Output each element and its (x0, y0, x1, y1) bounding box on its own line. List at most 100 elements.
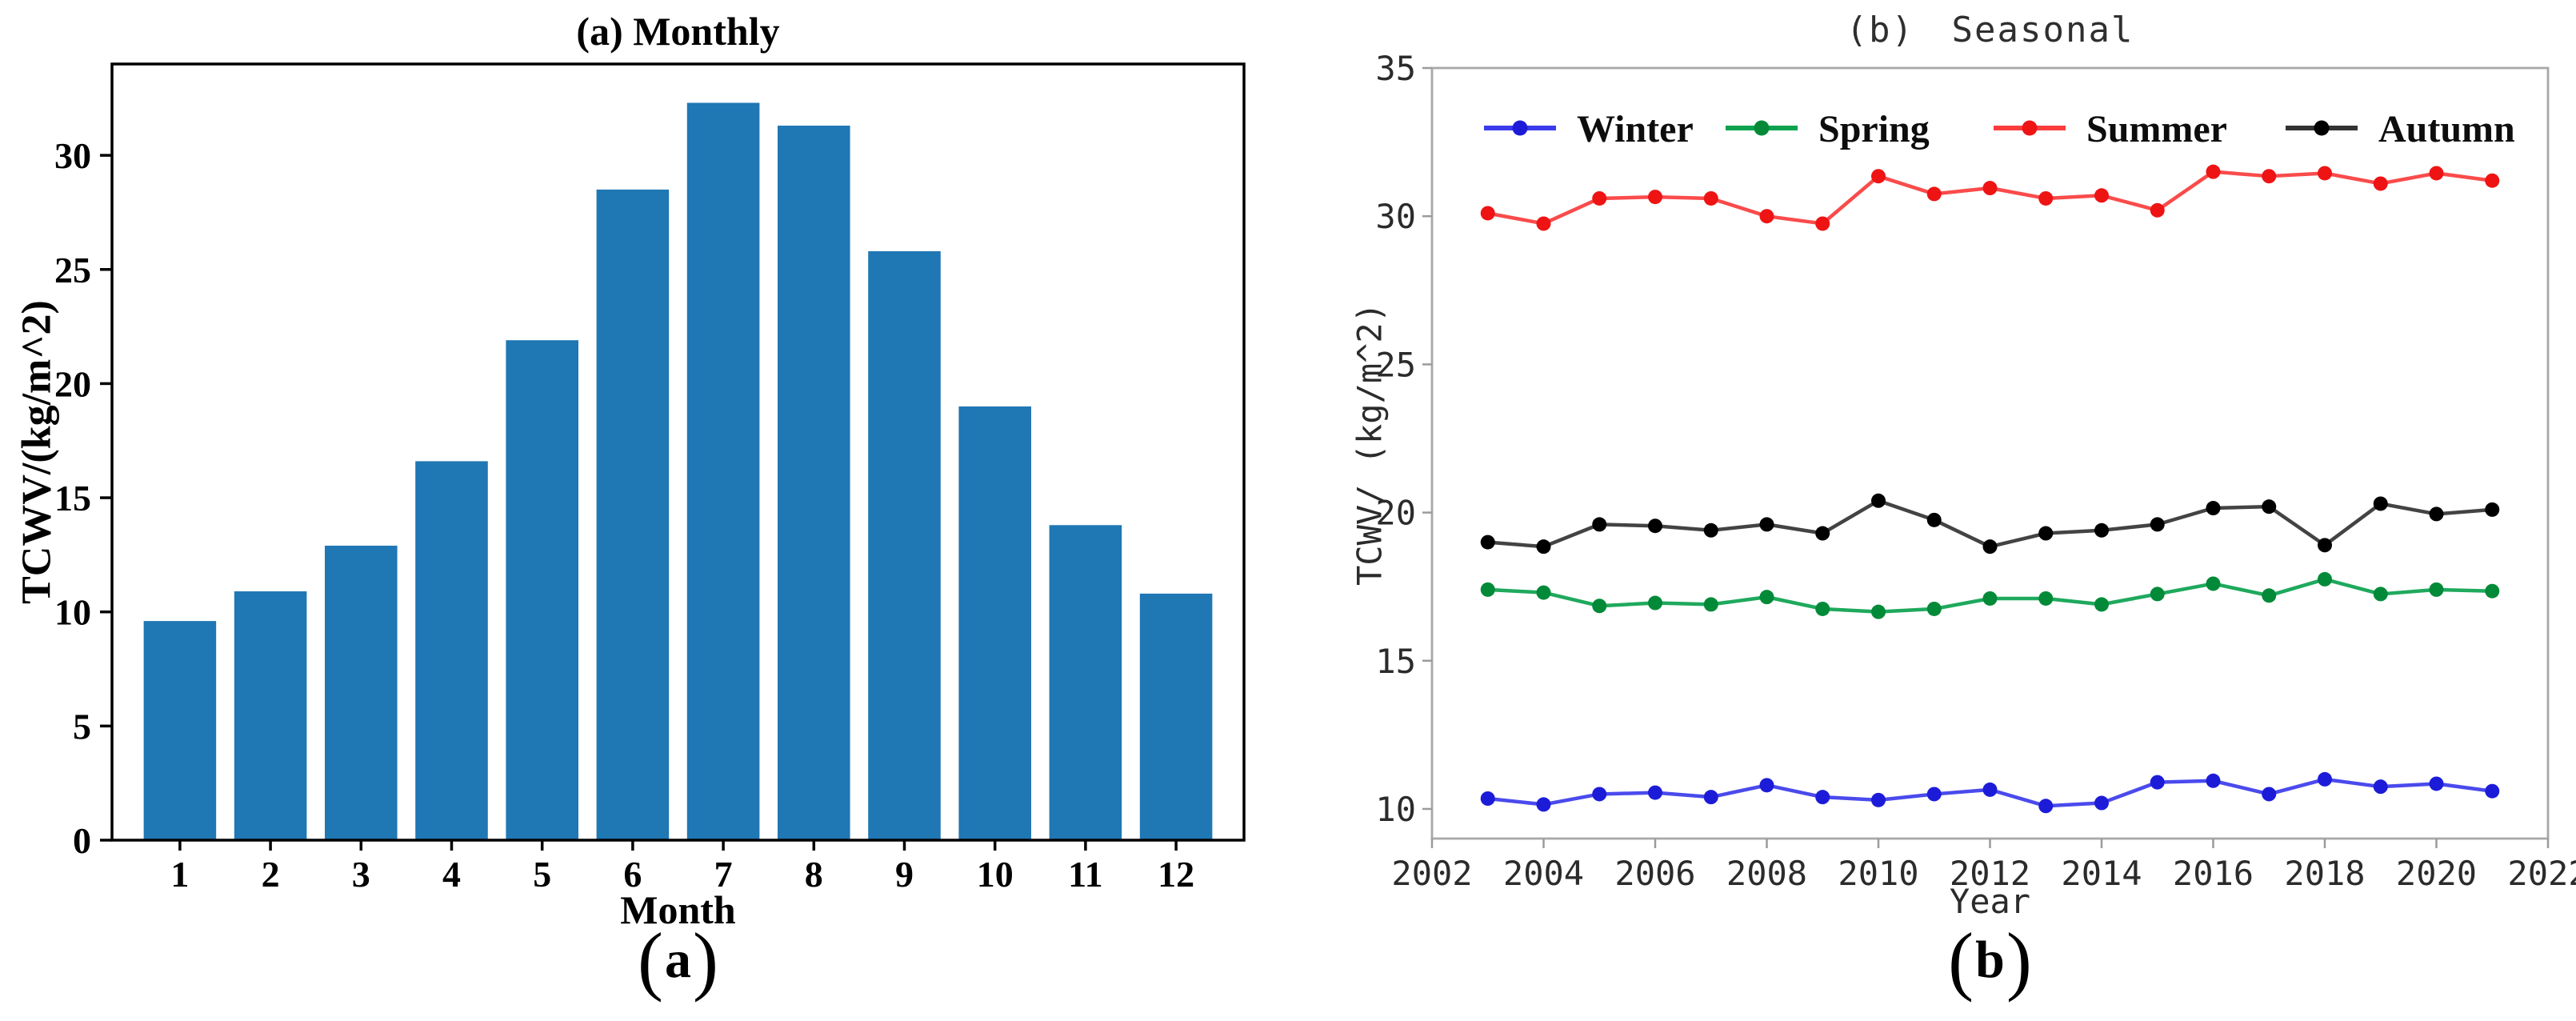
bar-month-5 (506, 340, 578, 840)
autumn-marker-2010 (1871, 493, 1886, 508)
summer-marker-2016 (2206, 164, 2221, 179)
panel-a-x-tick-label: 3 (352, 854, 370, 895)
panel-b-x-tick-label: 2016 (2173, 854, 2254, 893)
legend-label-autumn: Autumn (2378, 108, 2515, 150)
panel-a-x-tick-label: 4 (442, 854, 461, 895)
summer-marker-2011 (1926, 186, 1942, 202)
panel-b-y-axis-label: TCWV/ (kg/m^2) (1350, 302, 1390, 587)
panel-a-y-axis-label: TCWV/(kg/m^2) (14, 300, 60, 604)
panel-a-y-tick-label: 25 (54, 250, 91, 290)
bar-month-1 (143, 621, 217, 840)
panel-a-y-tick-label: 30 (54, 135, 91, 176)
caption-b-letter: b (1975, 931, 2005, 989)
winter-marker-2007 (1703, 790, 1718, 805)
panel-b-x-tick-label: 2006 (1614, 854, 1695, 893)
spring-marker-2017 (2262, 588, 2277, 603)
panel-b-y-tick-label: 15 (1375, 642, 1416, 681)
panel-b-x-tick-label: 2004 (1503, 854, 1584, 893)
bar-month-11 (1049, 525, 1122, 840)
panel-b-x-tick-label: 2002 (1391, 854, 1472, 893)
panel-a-y-tick-label: 0 (73, 820, 91, 861)
summer-marker-2007 (1703, 190, 1718, 206)
panel-a-title: (a) Monthly (576, 9, 780, 54)
legend-marker-spring (1754, 120, 1770, 136)
summer-line (1487, 170, 2493, 226)
bar-month-7 (686, 102, 760, 840)
winter-marker-2009 (1815, 790, 1830, 805)
legend-label-spring: Spring (1818, 108, 1930, 150)
panel-b-x-tick-label: 2008 (1726, 854, 1807, 893)
caption-b-open-paren: ( (1948, 917, 1974, 1003)
spring-marker-2018 (2318, 571, 2332, 587)
panel-b-y-tick-label: 20 (1375, 494, 1416, 533)
summer-marker-2013 (2038, 190, 2054, 206)
autumn-marker-2008 (1759, 517, 1774, 532)
spring-marker-2015 (2150, 587, 2165, 602)
panel-a-x-tick-label: 7 (714, 854, 733, 895)
panel-a-y-tick-label: 5 (73, 706, 91, 747)
summer-marker-2018 (2318, 166, 2332, 181)
summer-marker-2003 (1480, 206, 1495, 221)
winter-marker-2017 (2262, 787, 2277, 802)
summer-marker-2009 (1815, 216, 1830, 231)
bar-month-2 (234, 591, 307, 840)
panel-a-x-tick-label: 1 (170, 854, 189, 895)
autumn-marker-2011 (1926, 512, 1942, 527)
autumn-marker-2009 (1815, 526, 1830, 541)
bar-month-12 (1139, 593, 1213, 840)
autumn-marker-2014 (2094, 523, 2109, 538)
spring-marker-2005 (1592, 599, 1607, 614)
spring-marker-2006 (1648, 595, 1662, 611)
panel-a-x-tick-label: 10 (977, 854, 1014, 895)
summer-marker-2006 (1648, 190, 1662, 205)
bar-month-9 (868, 250, 941, 840)
winter-marker-2012 (1982, 782, 1998, 797)
winter-marker-2020 (2429, 776, 2444, 791)
panel-b-y-tick-label: 25 (1375, 345, 1416, 384)
spring-marker-2008 (1759, 590, 1774, 605)
summer-marker-2004 (1536, 216, 1551, 231)
panel-a-y-tick-label: 20 (54, 363, 91, 404)
panel-b-y-tick-label: 10 (1375, 790, 1416, 829)
panel-a-x-tick-label: 12 (1158, 854, 1194, 895)
bar-month-6 (596, 189, 670, 841)
summer-marker-2010 (1871, 169, 1886, 184)
autumn-marker-2017 (2262, 499, 2277, 515)
panel-a-x-tick-label: 8 (805, 854, 823, 895)
panel-a-y-tick-label: 15 (54, 478, 91, 519)
summer-marker-2012 (1982, 181, 1998, 196)
caption-a-letter: a (665, 931, 691, 989)
bar-month-4 (415, 461, 488, 840)
legend-marker-summer (2022, 120, 2038, 136)
winter-marker-2003 (1480, 791, 1495, 806)
spring-marker-2020 (2429, 582, 2444, 597)
summer-marker-2014 (2094, 188, 2109, 203)
winter-marker-2010 (1871, 792, 1886, 807)
autumn-marker-2020 (2429, 506, 2444, 522)
panel-a-x-tick-label: 2 (262, 854, 280, 895)
bar-month-8 (778, 126, 850, 840)
winter-marker-2011 (1926, 787, 1942, 802)
panel-a-x-axis-label: Month (620, 887, 736, 932)
spring-marker-2019 (2373, 587, 2388, 602)
panel-b-y-tick-label: 35 (1375, 49, 1416, 88)
legend-marker-autumn (2314, 120, 2330, 136)
winter-marker-2008 (1759, 778, 1774, 793)
seasonal-line-chart-canvas: 10 15 20 25 30 35 2002 2004 2006 2008 2010 2012 2014… (1375, 49, 2576, 893)
autumn-marker-2005 (1592, 517, 1607, 532)
panel-b-caption: (b) (1432, 922, 2548, 999)
legend-label-winter: Winter (1577, 108, 1694, 150)
panel-a-plot-frame (110, 62, 1246, 842)
bar-month-10 (958, 406, 1031, 840)
panel-b-x-tick-label: 2020 (2396, 854, 2477, 893)
panel-b-x-tick-label: 2010 (1838, 854, 1918, 893)
autumn-marker-2013 (2038, 526, 2054, 541)
spring-marker-2011 (1926, 601, 1942, 616)
summer-marker-2015 (2150, 202, 2165, 218)
summer-marker-2017 (2262, 169, 2277, 184)
panel-a-x-tick-label: 5 (533, 854, 551, 895)
spring-marker-2010 (1871, 604, 1886, 619)
autumn-marker-2019 (2373, 496, 2388, 511)
